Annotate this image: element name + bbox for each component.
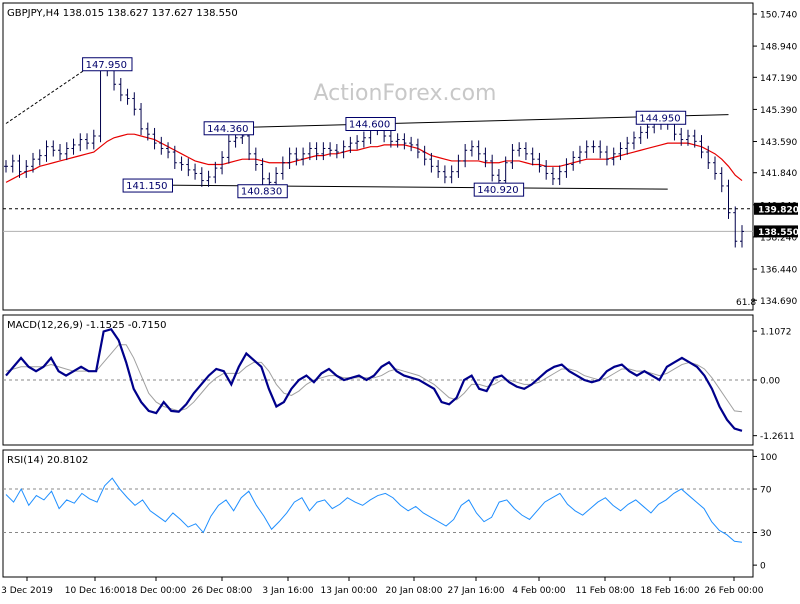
annotation-label: 144.950 bbox=[639, 113, 680, 124]
price-y-tick-label: 143.590 bbox=[760, 138, 797, 148]
x-tick-label: 26 Feb 00:00 bbox=[704, 586, 763, 596]
x-tick-label: 20 Jan 08:00 bbox=[386, 586, 443, 596]
macd-layer bbox=[3, 327, 753, 432]
rising-dashed-line bbox=[5, 63, 95, 124]
price-y-tick-label: 145.390 bbox=[760, 106, 797, 116]
annotation-label: 140.920 bbox=[477, 185, 518, 196]
x-tick-label: 27 Jan 16:00 bbox=[448, 586, 505, 596]
price-level-label: 138.550 bbox=[758, 228, 799, 238]
price-panel-frame bbox=[2, 2, 754, 311]
price-y-tick-label: 148.940 bbox=[760, 43, 797, 53]
x-tick-label: 4 Feb 00:00 bbox=[512, 586, 566, 596]
annotation-label: 144.600 bbox=[349, 120, 390, 131]
annotation-box bbox=[237, 184, 288, 199]
price-y-tick-label: 147.190 bbox=[760, 74, 797, 84]
annotation-box bbox=[345, 117, 396, 132]
x-tick-label: 3 Dec 2019 bbox=[1, 586, 53, 596]
rsi-y-tick-label: 70 bbox=[760, 486, 772, 496]
rsi-y-tick-label: 0 bbox=[760, 562, 766, 572]
moving-average-line bbox=[5, 133, 743, 183]
annotation-box bbox=[203, 121, 255, 136]
annotation-label: 144.360 bbox=[207, 124, 248, 135]
price-layer: 147.950 144.360 141.150 140.830 144.600 140.9… bbox=[3, 57, 753, 248]
macd-panel-title: MACD(12,26,9) -1.1525 -0.7150 bbox=[7, 320, 167, 331]
fib-label: 61.8 bbox=[736, 298, 756, 308]
annotation-label: 147.950 bbox=[86, 60, 127, 71]
annotation-box bbox=[122, 178, 173, 193]
annotation-box bbox=[635, 110, 687, 125]
x-tick-label: 10 Dec 16:00 bbox=[65, 586, 126, 596]
rsi-panel-title: RSI(14) 20.8102 bbox=[7, 455, 88, 466]
macd-signal-line bbox=[5, 344, 743, 413]
rsi-panel-frame bbox=[2, 449, 754, 578]
annotation-label: 140.830 bbox=[241, 187, 282, 198]
rsi-line bbox=[5, 477, 743, 543]
lower-trendline bbox=[147, 184, 668, 190]
price-level-label: 139.820 bbox=[758, 205, 799, 215]
price-y-tick-label: 138.240 bbox=[760, 233, 797, 243]
price-y-tick-label: 134.690 bbox=[760, 297, 797, 307]
macd-y-tick-label: 0.00 bbox=[760, 377, 780, 387]
macd-y-tick-label: -1.2611 bbox=[760, 432, 795, 442]
rsi-y-tick-label: 100 bbox=[760, 453, 777, 463]
price-y-tick-label: 150.740 bbox=[760, 10, 797, 20]
macd-y-tick-label: 1.1072 bbox=[760, 328, 792, 338]
x-tick-label: 3 Jan 16:00 bbox=[262, 586, 314, 596]
annotation-box bbox=[82, 57, 133, 72]
rsi-y-tick-label: 30 bbox=[760, 529, 772, 539]
axis-layer: 150.740 148.940 147.190 145.390 143.590 141.8… bbox=[1, 10, 799, 596]
watermark: ActionForex.com bbox=[314, 81, 497, 106]
x-tick-label: 11 Feb 08:00 bbox=[575, 586, 634, 596]
price-level-tag bbox=[754, 202, 798, 215]
price-y-tick-label: 141.840 bbox=[760, 169, 797, 179]
price-panel-title: GBPJPY,H4 138.015 138.627 137.627 138.55… bbox=[7, 8, 238, 19]
x-tick-label: 13 Jan 00:00 bbox=[321, 586, 378, 596]
price-y-tick-label: 136.440 bbox=[760, 266, 797, 276]
rsi-layer bbox=[3, 477, 753, 543]
macd-line bbox=[5, 327, 743, 432]
price-level-tag bbox=[754, 225, 798, 238]
x-tick-label: 26 Dec 08:00 bbox=[192, 586, 253, 596]
x-tick-label: 18 Dec 00:00 bbox=[126, 586, 187, 596]
x-tick-label: 18 Feb 16:00 bbox=[640, 586, 699, 596]
annotation-box bbox=[473, 182, 525, 197]
annotation-label: 141.150 bbox=[126, 181, 167, 192]
